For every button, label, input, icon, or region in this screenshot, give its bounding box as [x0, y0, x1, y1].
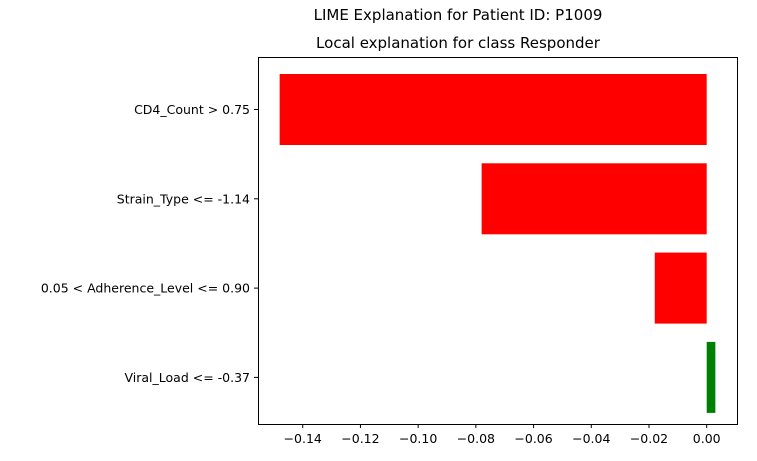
- bar: [481, 163, 707, 235]
- y-tick-label: 0.05 < Adherence_Level <= 0.90: [41, 281, 250, 296]
- x-tick-label: −0.12: [341, 431, 379, 446]
- bar: [706, 341, 716, 413]
- x-tick-label: −0.08: [457, 431, 495, 446]
- y-tick-label: CD4_Count > 0.75: [134, 102, 250, 117]
- x-tick-label: −0.04: [572, 431, 610, 446]
- figure-title: LIME Explanation for Patient ID: P1009: [313, 6, 603, 24]
- x-tick-label: −0.10: [399, 431, 437, 446]
- bar: [654, 252, 707, 324]
- x-tick-label: −0.14: [284, 431, 322, 446]
- plot-frame: [258, 57, 738, 425]
- x-tick-label: −0.06: [514, 431, 552, 446]
- x-tick-label: −0.02: [630, 431, 668, 446]
- x-tick-label: 0.00: [693, 431, 721, 446]
- chart-title: Local explanation for class Responder: [316, 34, 600, 52]
- y-tick-label: Strain_Type <= -1.14: [117, 191, 250, 206]
- y-tick-label: Viral_Load <= -0.37: [125, 370, 251, 385]
- bar: [279, 74, 707, 145]
